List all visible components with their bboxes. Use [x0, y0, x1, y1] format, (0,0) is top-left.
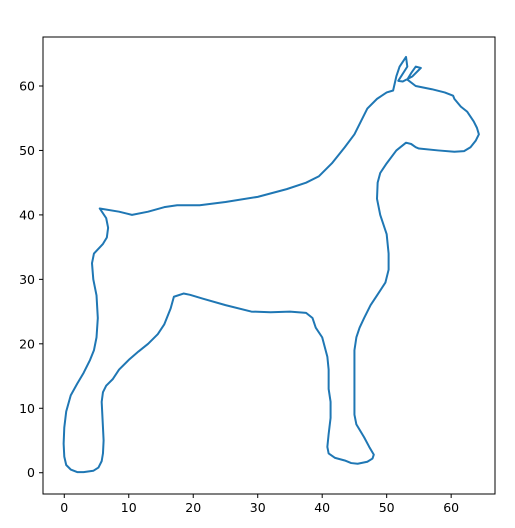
y-tick-label: 30: [19, 272, 35, 287]
y-tick-label: 50: [19, 143, 35, 158]
x-tick-label: 60: [443, 500, 459, 515]
y-tick-label: 20: [19, 336, 35, 351]
x-tick-label: 50: [379, 500, 395, 515]
x-axis: 0 10 20 30 40 50 60: [60, 494, 459, 515]
y-tick-label: 60: [19, 78, 35, 93]
axes-background: [43, 37, 495, 494]
y-tick-label: 0: [27, 465, 35, 480]
x-tick-label: 20: [185, 500, 201, 515]
axes-frame: [42, 36, 496, 495]
series-layer: [62, 55, 480, 474]
x-tick-label: 0: [60, 500, 68, 515]
plot-area: 0 10 20 30 40 50 60 0 10 20 30 40 50 60: [19, 36, 496, 515]
series-line-0: [62, 55, 480, 474]
x-tick-label: 40: [314, 500, 330, 515]
y-axis: 0 10 20 30 40 50 60: [19, 78, 43, 480]
x-tick-label: 30: [250, 500, 266, 515]
y-tick-label: 40: [19, 207, 35, 222]
y-tick-label: 10: [19, 401, 35, 416]
x-tick-label: 10: [121, 500, 137, 515]
